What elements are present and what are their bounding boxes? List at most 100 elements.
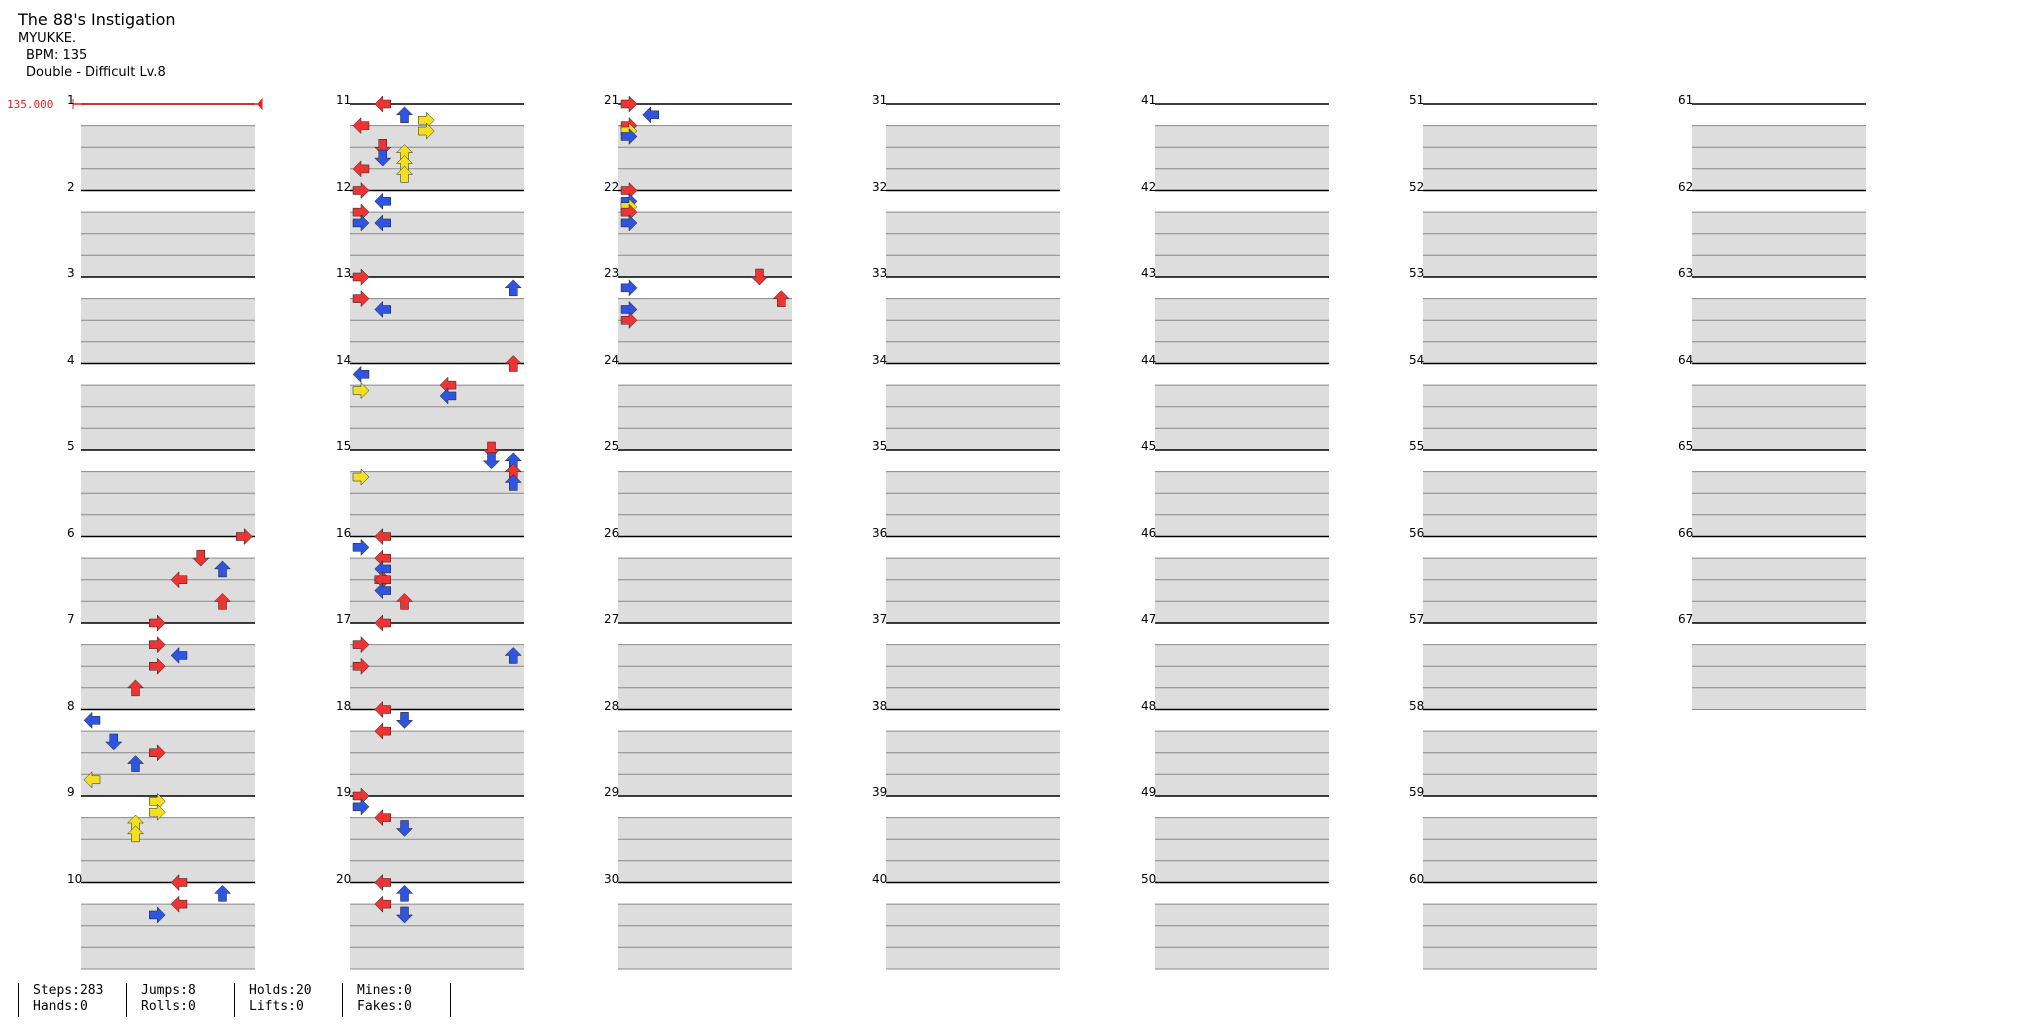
arrow-left-icon bbox=[374, 809, 391, 827]
arrow-up-icon bbox=[126, 679, 145, 697]
measure-number: 66 bbox=[1678, 525, 1694, 540]
measure-number: 59 bbox=[1409, 785, 1425, 799]
arrow-down-icon bbox=[750, 268, 769, 286]
arrow-right-icon bbox=[149, 803, 166, 821]
measure bbox=[618, 362, 792, 451]
measure bbox=[886, 103, 1060, 191]
measure bbox=[81, 881, 255, 970]
arrow-left-icon bbox=[352, 117, 370, 135]
arrow-left-icon bbox=[170, 646, 188, 665]
stats-steps-hands: Steps:283 Hands:0 bbox=[18, 983, 126, 1017]
measure bbox=[81, 362, 255, 451]
stat-rolls: Rolls:0 bbox=[141, 999, 196, 1014]
stats-jumps-rolls: Jumps:8 Rolls:0 bbox=[126, 983, 234, 1017]
arrow-left-icon bbox=[374, 300, 391, 319]
arrow-right-icon bbox=[620, 95, 638, 113]
arrow-right-icon bbox=[149, 744, 166, 762]
arrow-up-icon bbox=[395, 165, 414, 183]
measure-number: 38 bbox=[872, 698, 888, 713]
arrow-left-icon bbox=[374, 700, 391, 719]
measure-number: 48 bbox=[1141, 698, 1157, 713]
measure-number: 41 bbox=[1141, 93, 1157, 107]
arrow-up-icon bbox=[213, 560, 232, 578]
measure bbox=[618, 535, 792, 624]
measure bbox=[1423, 362, 1597, 451]
measure bbox=[350, 276, 524, 364]
arrow-right-icon bbox=[352, 636, 370, 654]
measure-number: 20 bbox=[336, 871, 352, 886]
song-bpm: BPM: 135 bbox=[26, 48, 88, 63]
measure-number: 64 bbox=[1678, 352, 1694, 367]
measure bbox=[1155, 449, 1329, 537]
arrow-left-icon bbox=[352, 365, 370, 383]
bpm-marker-tick bbox=[72, 97, 263, 111]
measure-number: 47 bbox=[1141, 612, 1157, 626]
measure-number: 44 bbox=[1141, 352, 1157, 367]
arrow-right-icon bbox=[620, 311, 638, 329]
measure bbox=[1155, 276, 1329, 364]
measure-number: 58 bbox=[1409, 698, 1425, 713]
measure-number: 60 bbox=[1409, 871, 1425, 886]
measure bbox=[1155, 189, 1329, 278]
measure-number: 29 bbox=[604, 785, 620, 799]
measure-number: 62 bbox=[1678, 179, 1694, 194]
measure bbox=[618, 449, 792, 537]
arrow-right-icon bbox=[352, 181, 370, 200]
measure-number: 9 bbox=[67, 785, 75, 799]
measure-number: 12 bbox=[336, 179, 352, 194]
measure bbox=[1155, 103, 1329, 191]
arrow-up-icon bbox=[504, 279, 522, 297]
measure bbox=[1423, 881, 1597, 970]
arrow-down-icon bbox=[192, 549, 210, 567]
measure-number: 65 bbox=[1678, 439, 1694, 453]
measure bbox=[1692, 362, 1866, 451]
arrow-up-icon bbox=[213, 593, 232, 610]
measure-number: 37 bbox=[872, 612, 888, 626]
arrow-right-icon bbox=[149, 906, 166, 924]
arrow-right-icon bbox=[352, 290, 370, 308]
arrow-left-icon bbox=[374, 614, 391, 632]
measure-number: 52 bbox=[1409, 179, 1425, 194]
arrow-up-icon bbox=[504, 355, 522, 372]
measure bbox=[1155, 881, 1329, 970]
measure bbox=[1692, 622, 1866, 710]
arrow-right-icon bbox=[620, 214, 638, 232]
measure bbox=[1423, 795, 1597, 883]
measure bbox=[81, 103, 255, 191]
arrow-right-icon bbox=[352, 381, 370, 400]
measure-number: 4 bbox=[67, 352, 75, 367]
arrow-right-icon bbox=[352, 657, 370, 675]
measure-number: 30 bbox=[604, 871, 620, 886]
measure-number: 43 bbox=[1141, 266, 1157, 280]
arrow-left-icon bbox=[439, 387, 457, 405]
measure-number: 19 bbox=[336, 785, 352, 799]
measure-number: 31 bbox=[872, 93, 888, 107]
song-artist: MYUKKE. bbox=[18, 31, 77, 46]
measure-number: 26 bbox=[604, 525, 620, 540]
measure-number: 3 bbox=[67, 266, 75, 280]
arrow-right-icon bbox=[620, 127, 638, 146]
arrow-left-icon bbox=[374, 581, 391, 600]
measure bbox=[350, 535, 524, 624]
measure-number: 15 bbox=[336, 439, 352, 453]
arrow-down-icon bbox=[482, 452, 501, 470]
arrow-up-icon bbox=[504, 474, 522, 491]
arrow-left-icon bbox=[374, 895, 391, 913]
measure bbox=[1692, 276, 1866, 364]
measure bbox=[1692, 103, 1866, 191]
measure-number: 63 bbox=[1678, 266, 1694, 280]
measure bbox=[350, 103, 524, 191]
measure bbox=[886, 449, 1060, 537]
measure bbox=[350, 362, 524, 451]
measure bbox=[886, 362, 1060, 451]
arrow-left-icon bbox=[170, 873, 188, 892]
measure-number: 57 bbox=[1409, 612, 1425, 626]
measure-number: 46 bbox=[1141, 525, 1157, 540]
stats-footer: Steps:283 Hands:0 Jumps:8 Rolls:0 Holds:… bbox=[18, 983, 451, 1017]
arrow-up-icon bbox=[126, 825, 145, 843]
arrow-left-icon bbox=[83, 711, 101, 729]
measure bbox=[81, 535, 255, 624]
arrow-right-icon bbox=[149, 614, 166, 632]
measure bbox=[1423, 276, 1597, 364]
song-difficulty: Double - Difficult Lv.8 bbox=[26, 65, 166, 80]
